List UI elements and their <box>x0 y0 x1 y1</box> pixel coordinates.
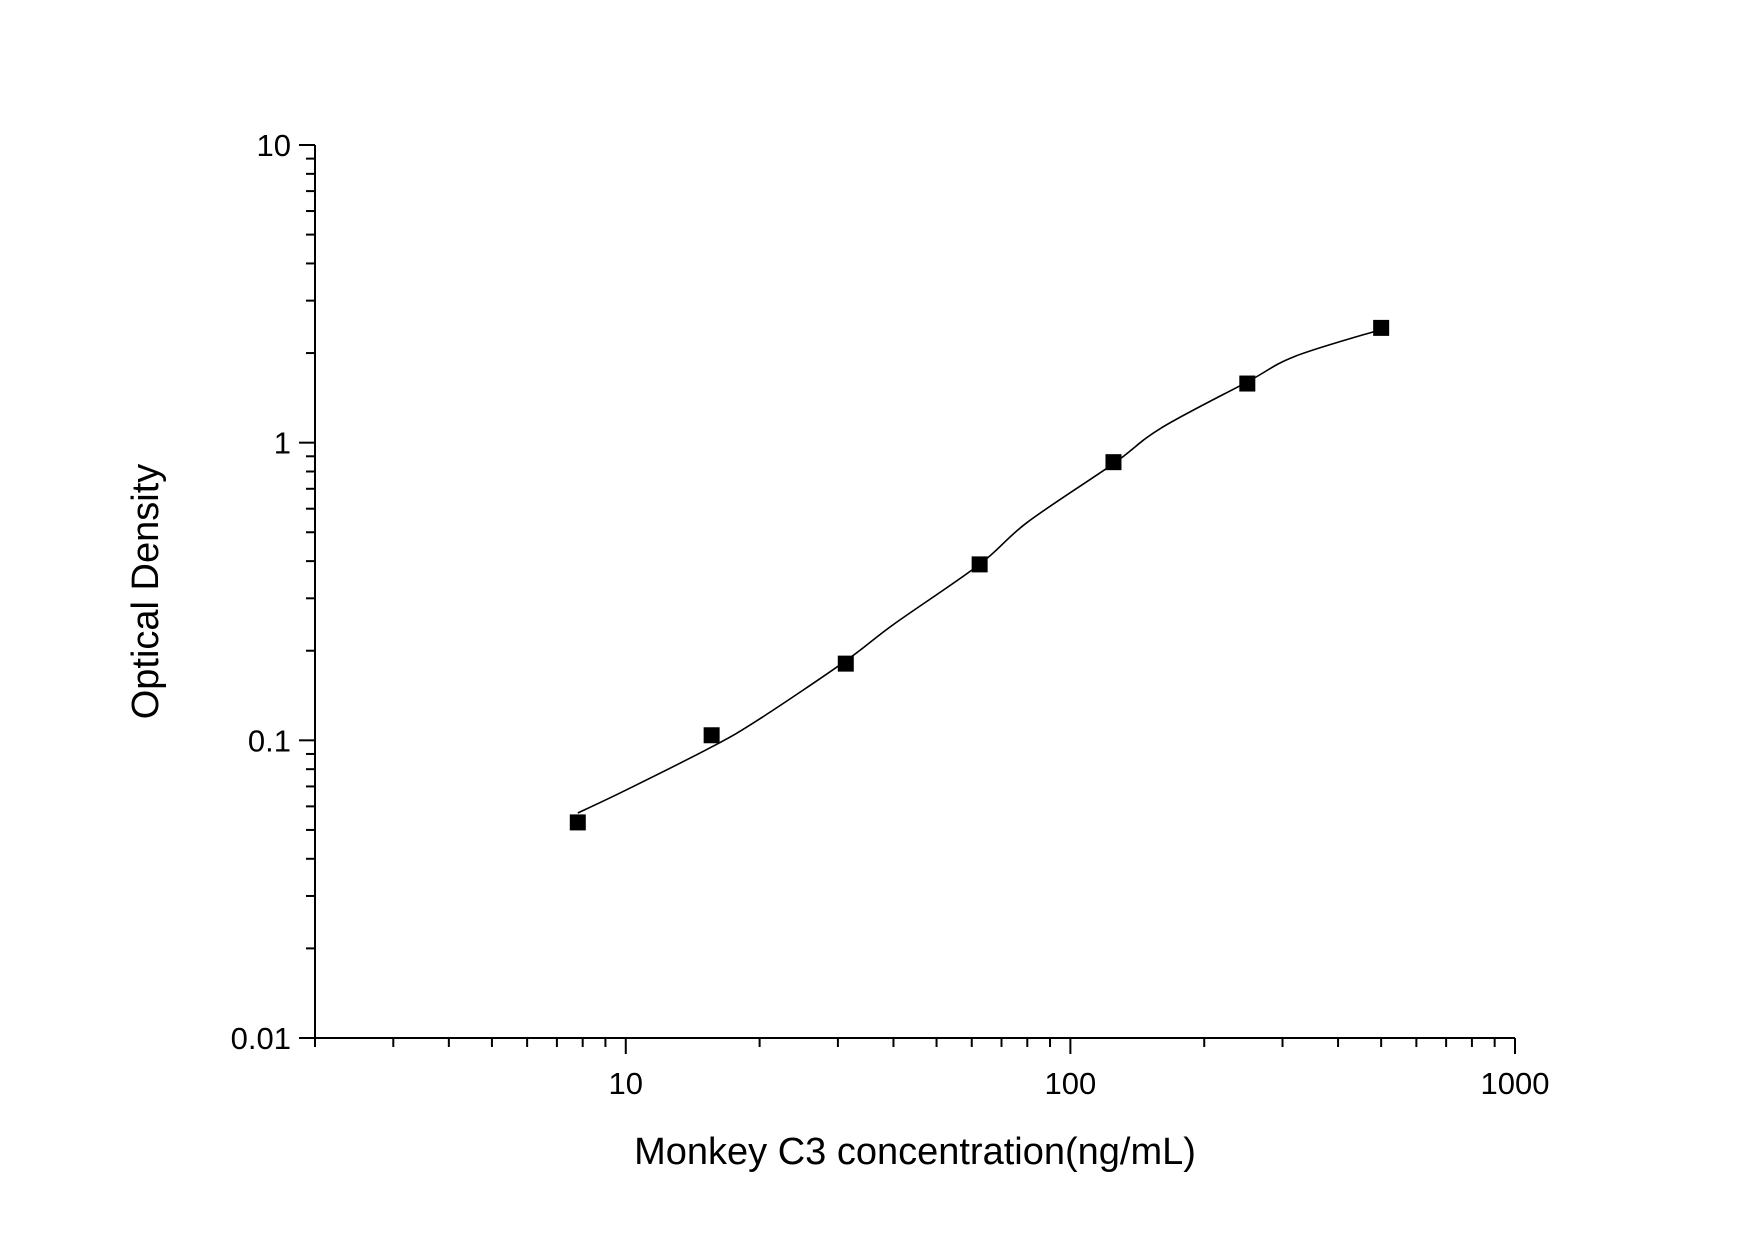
data-point-marker <box>837 655 854 672</box>
y-tick-label: 10 <box>257 128 291 163</box>
data-point-marker <box>569 814 586 831</box>
data-point-marker <box>1239 375 1256 392</box>
x-tick-label: 100 <box>1045 1066 1097 1101</box>
y-tick-labels: 0.01 0.1 1 10 <box>231 128 291 1056</box>
plot-area <box>569 319 1390 831</box>
y-axis-title: Optical Density <box>125 464 167 720</box>
data-point-marker <box>971 556 988 573</box>
data-point-marker <box>703 727 720 744</box>
x-tick-labels: 10 100 1000 <box>609 1066 1550 1101</box>
y-tick-label: 0.01 <box>231 1021 291 1056</box>
y-tick-label: 0.1 <box>248 723 291 758</box>
x-axis <box>314 1037 1516 1054</box>
data-point-marker <box>1373 319 1390 336</box>
data-point-marker <box>1105 454 1122 471</box>
x-axis-title: Monkey C3 concentration(ng/mL) <box>634 1131 1196 1173</box>
x-tick-label: 10 <box>609 1066 643 1101</box>
y-axis <box>299 144 316 1039</box>
y-tick-label: 1 <box>274 426 291 461</box>
x-tick-label: 1000 <box>1481 1066 1550 1101</box>
